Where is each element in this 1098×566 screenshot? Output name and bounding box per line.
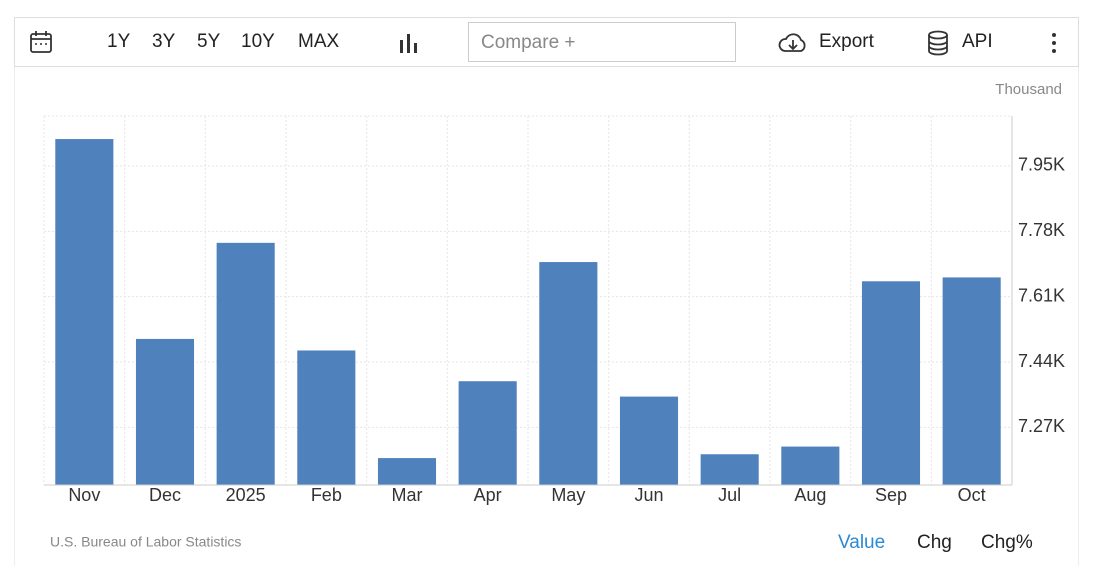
chart-type-icon[interactable] <box>399 32 419 54</box>
y-tick-label: 7.27K <box>1018 416 1065 436</box>
bar <box>700 454 759 485</box>
compare-input[interactable]: Compare + <box>468 22 736 62</box>
unit-label: Thousand <box>995 81 1062 98</box>
x-tick-label: Oct <box>958 485 986 505</box>
x-tick-label: Apr <box>474 485 502 505</box>
bar <box>458 381 517 485</box>
bar <box>135 338 195 485</box>
bar <box>861 281 921 485</box>
x-tick-label: Jul <box>718 485 741 505</box>
x-tick-label: Aug <box>794 485 826 505</box>
bar <box>942 277 1001 485</box>
x-tick-label: Jun <box>634 485 663 505</box>
more-menu[interactable] <box>1050 32 1058 54</box>
x-tick-label: Feb <box>311 485 342 505</box>
y-tick-label: 7.61K <box>1018 285 1065 305</box>
bar <box>216 242 275 485</box>
bar <box>781 446 840 485</box>
x-tick-label: Mar <box>392 485 423 505</box>
range-button[interactable]: 3Y <box>152 31 176 52</box>
export-icon[interactable] <box>777 32 809 54</box>
bar <box>55 139 114 485</box>
calendar-icon[interactable] <box>29 30 53 54</box>
x-tick-label: May <box>551 485 585 505</box>
bar <box>377 458 437 485</box>
x-tick-label: 2025 <box>226 485 266 505</box>
range-button[interactable]: MAX <box>298 31 340 52</box>
y-tick-label: 7.78K <box>1018 220 1065 240</box>
api-button[interactable]: API <box>962 31 993 52</box>
bar <box>619 396 679 485</box>
x-tick-label: Sep <box>875 485 907 505</box>
x-tick-label: Dec <box>149 485 181 505</box>
y-tick-label: 7.44K <box>1018 351 1065 371</box>
x-tick-label: Nov <box>68 485 100 505</box>
bar <box>297 350 356 485</box>
y-tick-label: 7.95K <box>1018 155 1065 175</box>
bar <box>539 262 598 485</box>
api-icon[interactable] <box>927 30 949 56</box>
range-button[interactable]: 1Y <box>107 31 131 52</box>
mode-tab[interactable]: Value <box>838 532 886 553</box>
range-button[interactable]: 5Y <box>197 31 221 52</box>
mode-tab[interactable]: Chg <box>917 532 952 553</box>
toolbar: 1Y 3Y 5Y 10Y MAX Compare + Export API <box>14 17 1079 67</box>
export-button[interactable]: Export <box>819 31 874 52</box>
source: U.S. Bureau of Labor Statistics <box>50 534 241 550</box>
range-button[interactable]: 10Y <box>241 31 275 52</box>
mode-tab[interactable]: Chg% <box>981 532 1033 553</box>
frame <box>14 17 1079 566</box>
